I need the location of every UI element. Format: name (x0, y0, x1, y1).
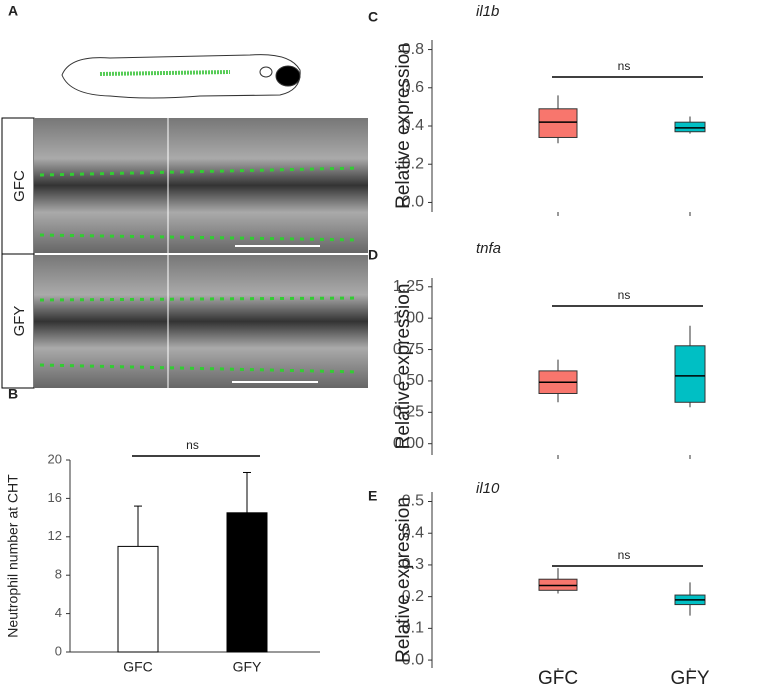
box (538, 578, 578, 591)
chart-title: il1b (476, 3, 499, 20)
box (674, 345, 706, 403)
y-axis-label: Relative expression (393, 43, 414, 209)
y-tick-label: 8 (55, 567, 62, 582)
x-tick-label: GFC (538, 668, 578, 687)
y-tick-label: 0.2 (402, 155, 424, 172)
annotation: ns (186, 438, 199, 452)
x-tick-label: GFC (123, 659, 153, 675)
annotation: ns (618, 548, 631, 562)
y-tick-label: 0.5 (402, 493, 424, 510)
y-tick-label: 0.8 (402, 41, 424, 58)
chart-title: tnfa (476, 240, 501, 257)
y-tick-label: 0.00 (393, 435, 424, 452)
y-axis-label: Relative expression (393, 284, 414, 450)
y-tick-label: 4 (55, 605, 62, 620)
y-axis-label: Relative expression (393, 497, 414, 663)
y-tick-label: 1.00 (393, 309, 424, 326)
y-tick-label: 16 (48, 490, 62, 505)
annotation: ns (618, 59, 631, 73)
y-tick-label: 0.3 (402, 556, 424, 573)
y-tick-label: 20 (48, 451, 62, 466)
bar (226, 512, 268, 653)
y-tick-label: 0 (55, 643, 62, 658)
micrograph: GFC GFY (1, 117, 368, 389)
panel-label: E (368, 488, 377, 504)
panel-label: A (8, 3, 18, 19)
y-tick-label: 0.75 (393, 341, 424, 358)
x-tick-label: GFY (233, 659, 262, 675)
group-label: GFC (11, 170, 28, 202)
group-label: GFY (11, 306, 28, 337)
y-tick-label: 0.2 (402, 588, 424, 605)
y-tick-label: 0.6 (402, 79, 424, 96)
y-axis-label: Neutrophil number at CHT (5, 474, 21, 638)
y-tick-label: 0.1 (402, 620, 424, 637)
x-tick-label: GFY (670, 668, 709, 687)
larva-drawing (61, 54, 301, 99)
annotation: ns (618, 288, 631, 302)
y-tick-label: 1.25 (393, 278, 424, 295)
y-tick-label: 0.0 (402, 651, 424, 668)
y-tick-label: 12 (48, 528, 62, 543)
y-tick-label: 0.4 (402, 117, 424, 134)
panel-label: B (8, 386, 18, 402)
box (674, 121, 706, 133)
y-tick-label: 0.50 (393, 372, 424, 389)
chart-title: il10 (476, 480, 500, 497)
panel-label: D (368, 247, 378, 263)
y-tick-label: 0.4 (402, 524, 424, 541)
box (538, 108, 578, 138)
bar (117, 545, 159, 653)
panel-label: C (368, 9, 378, 25)
y-tick-label: 0.25 (393, 404, 424, 421)
y-tick-label: 0.0 (402, 194, 424, 211)
